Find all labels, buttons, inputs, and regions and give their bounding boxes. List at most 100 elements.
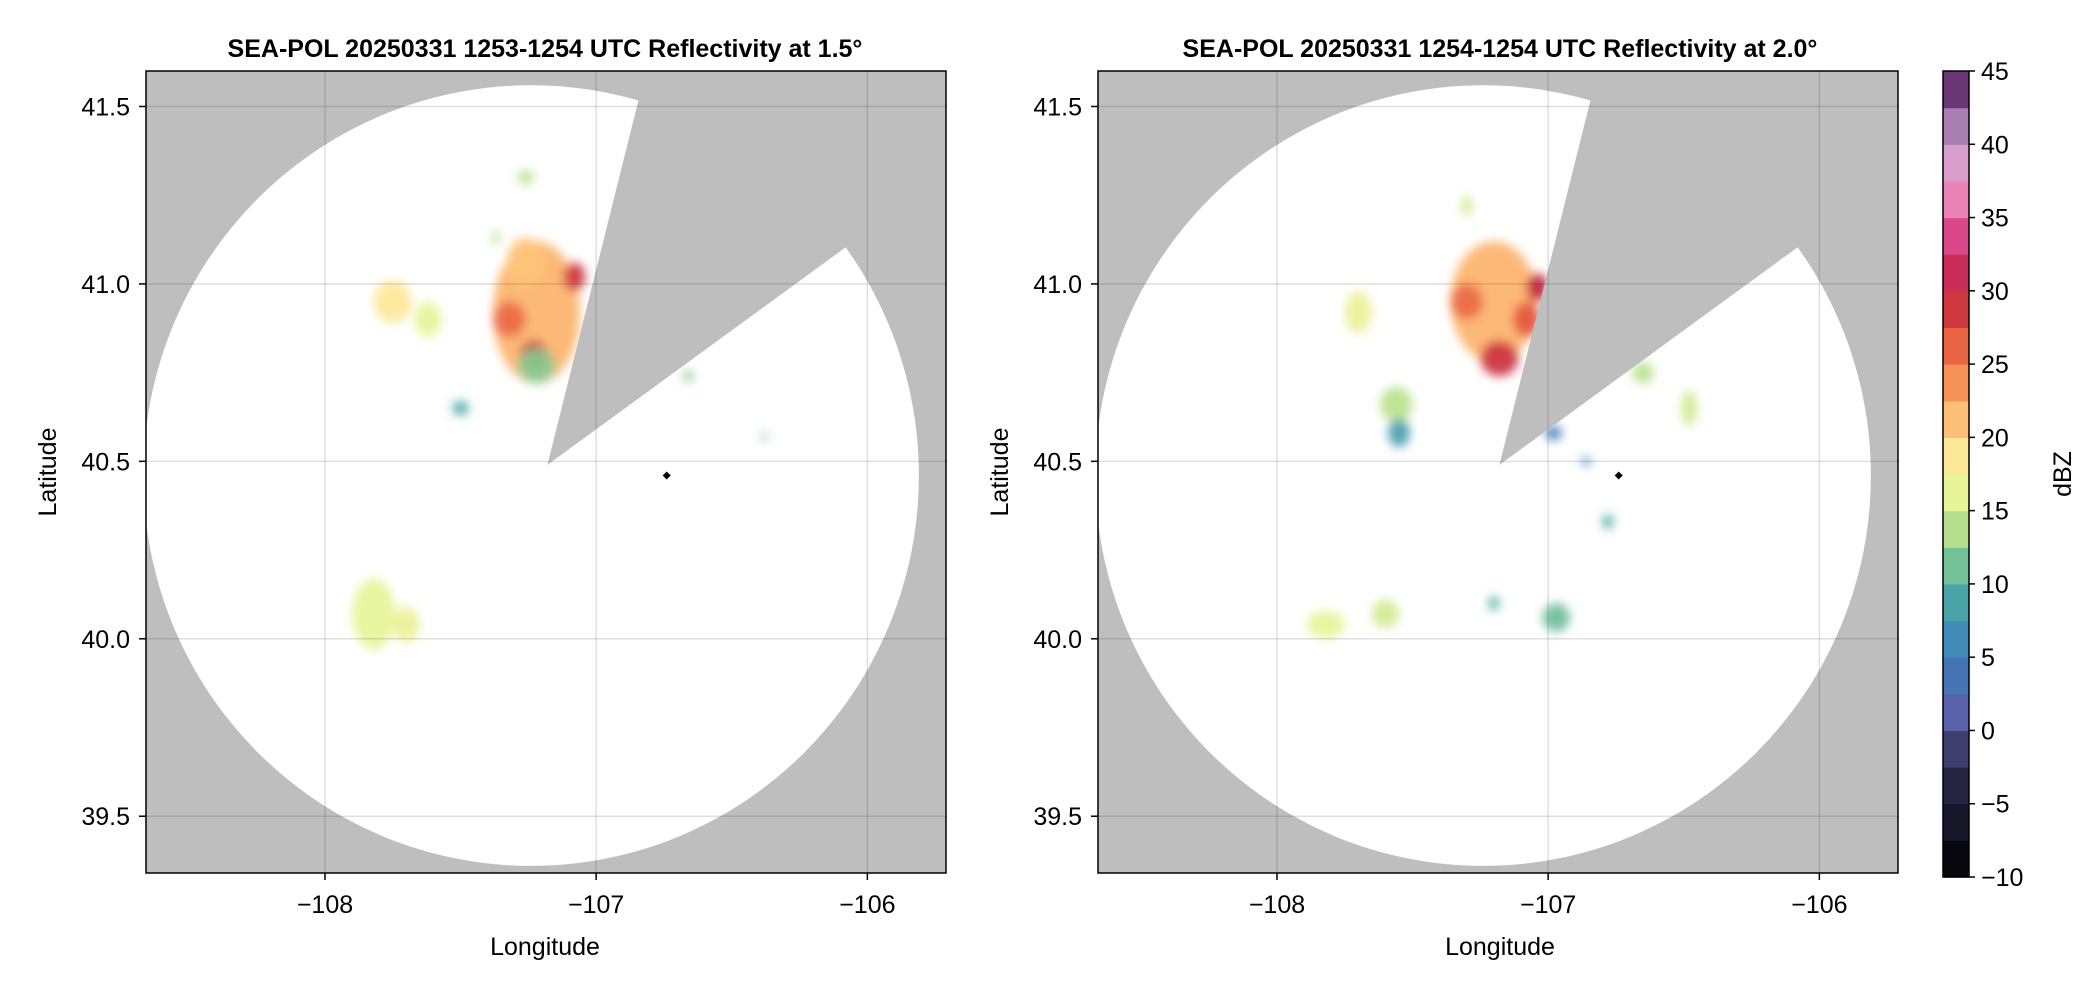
colorbar-segment [1943, 107, 1969, 145]
colorbar-tick-label: 10 [1981, 571, 2009, 599]
echo-cell [1542, 603, 1570, 632]
colorbar-segment [1943, 437, 1969, 475]
echo-cell [1681, 390, 1698, 426]
colorbar-segment [1943, 767, 1969, 805]
blocked-sector [1499, 71, 1898, 465]
y-tick-label: 40.5 [1033, 448, 1082, 476]
panel-2-title: SEA-POL 20250331 1254-1254 UTC Reflectiv… [1183, 35, 1818, 63]
colorbar-tick-label: 25 [1981, 351, 2009, 379]
colorbar-segment [1943, 290, 1969, 329]
colorbar-label: dBZ [2049, 451, 2077, 497]
echo-cell [1480, 340, 1519, 377]
y-tick-label: 41.5 [81, 93, 130, 121]
echo-cell [493, 301, 526, 338]
echo-cell [1380, 386, 1413, 423]
colorbar-segment [1943, 71, 1969, 109]
panel-1-plot-area [145, 70, 947, 874]
colorbar-segment [1943, 180, 1969, 219]
x-tick-label: −106 [1791, 891, 1847, 919]
colorbar-tick-label: 30 [1981, 278, 2009, 306]
colorbar-segment [1943, 840, 1969, 878]
panel-map-layer [146, 71, 946, 873]
colorbar-tick-label: 45 [1981, 58, 2009, 86]
echo-cell [1371, 599, 1400, 629]
panel-1-y-axis: 39.5 40.0 40.5 41.0 41.5 [81, 93, 146, 831]
echo-layer [352, 170, 768, 650]
plot-frame [1097, 70, 1899, 874]
y-tick-label: 41.0 [1033, 271, 1082, 299]
panel-2-plot-area [1097, 70, 1899, 874]
echo-cell [1632, 361, 1654, 384]
colorbar-segment [1943, 547, 1969, 585]
colorbar: −10 −5 0 5 10 15 20 25 30 35 40 45 dBZ [1942, 58, 2077, 892]
blocked-sector [547, 71, 946, 465]
echo-cell [452, 401, 469, 416]
echo-cell [1450, 241, 1538, 362]
y-tick-label: 40.0 [1033, 626, 1082, 654]
y-tick-label: 41.0 [81, 271, 130, 299]
echo-cell [392, 606, 420, 643]
colorbar-segment [1943, 620, 1969, 658]
echo-cell [1488, 596, 1500, 611]
colorbar-segment [1943, 254, 1969, 292]
colorbar-tick-label: 0 [1981, 717, 1995, 745]
radar-site-marker [662, 471, 671, 480]
colorbar-segment [1943, 510, 1969, 548]
panel-map-layer [1098, 71, 1898, 873]
colorbar-segment [1943, 474, 1969, 512]
panel-2-y-axis-label: Latitude [986, 428, 1014, 517]
colorbar-segment [1943, 803, 1969, 841]
echo-cell [1512, 301, 1541, 338]
echo-cell [1306, 610, 1345, 639]
panel-2-y-axis: 39.5 40.0 40.5 41.0 41.5 [1033, 93, 1098, 831]
colorbar-tick-label: 5 [1981, 644, 1995, 672]
echo-cell [517, 170, 534, 185]
panel-1-x-axis-label: Longitude [490, 933, 600, 961]
y-tick-label: 39.5 [81, 803, 130, 831]
x-tick-label: −107 [568, 891, 624, 919]
colorbar-frame [1942, 70, 1970, 878]
x-tick-label: −108 [1249, 891, 1305, 919]
echo-cell [761, 432, 768, 441]
y-tick-label: 40.5 [81, 448, 130, 476]
panel-2-x-axis: −108 −107 −106 [1249, 873, 1848, 919]
colorbar-segment [1943, 327, 1969, 365]
panel-2-x-axis-label: Longitude [1445, 933, 1555, 961]
echo-cell [352, 578, 396, 650]
echo-cell [1461, 195, 1473, 217]
echo-cell [1344, 291, 1372, 334]
plot-frame [145, 70, 947, 874]
colorbar-segment [1943, 364, 1969, 402]
colorbar-segment [1943, 217, 1969, 255]
echo-layer [1306, 195, 1698, 639]
colorbar-tick-label: 20 [1981, 424, 2009, 452]
colorbar-segment [1943, 730, 1969, 768]
echo-cell [1545, 425, 1562, 441]
echo-cell [414, 301, 442, 338]
echo-cell [491, 230, 500, 245]
echo-cell [563, 262, 586, 292]
colorbar-tick-label: 35 [1981, 205, 2009, 233]
colorbar-segment [1943, 144, 1969, 182]
panel-1-x-axis: −108 −107 −106 [297, 873, 896, 919]
colorbar-tick-label: −5 [1981, 791, 2010, 819]
y-tick-label: 41.5 [1033, 93, 1082, 121]
echo-cell [1388, 418, 1410, 448]
panel-1-y-axis-label: Latitude [34, 428, 62, 517]
echo-cell [517, 347, 556, 384]
echo-cell [1450, 283, 1484, 320]
reflectivity-panel-1-5deg: SEA-POL 20250331 1253-1254 UTC Reflectiv… [34, 35, 947, 961]
y-tick-label: 39.5 [1033, 803, 1082, 831]
y-tick-label: 40.0 [81, 626, 130, 654]
colorbar-segment [1943, 400, 1969, 438]
colorbar-tick-label: 15 [1981, 498, 2009, 526]
panel-1-title: SEA-POL 20250331 1253-1254 UTC Reflectiv… [228, 35, 863, 63]
echo-cell [1580, 457, 1592, 465]
colorbar-segment [1943, 657, 1969, 695]
colorbar-ticks: −10 −5 0 5 10 15 20 25 30 35 40 45 [1969, 58, 2023, 892]
colorbar-tick-label: −10 [1981, 864, 2023, 892]
x-tick-label: −108 [297, 891, 353, 919]
echo-cell [1602, 514, 1614, 529]
echo-cell [506, 237, 545, 288]
